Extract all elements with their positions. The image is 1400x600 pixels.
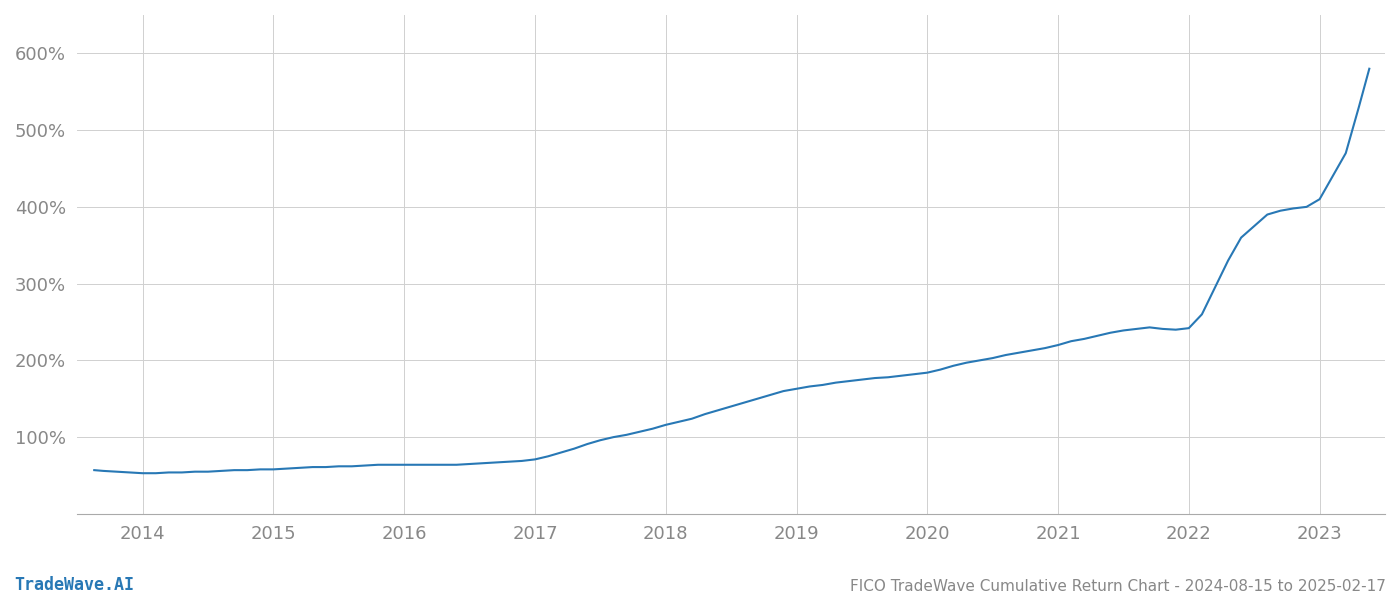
Text: TradeWave.AI: TradeWave.AI bbox=[14, 576, 134, 594]
Text: FICO TradeWave Cumulative Return Chart - 2024-08-15 to 2025-02-17: FICO TradeWave Cumulative Return Chart -… bbox=[850, 579, 1386, 594]
